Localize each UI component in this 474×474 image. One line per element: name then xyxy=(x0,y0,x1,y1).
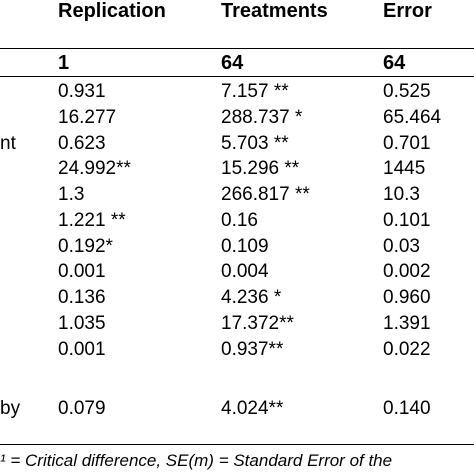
cell-replication: 0.931 xyxy=(58,81,106,102)
cell-replication: 0.001 xyxy=(58,339,106,360)
cell-error: 65.464 xyxy=(383,107,442,128)
cell-treatments: 0.16 xyxy=(221,210,258,231)
cell-error: 0.002 xyxy=(383,261,431,282)
cell-treatments: 0.109 xyxy=(221,236,269,257)
header-treatments: Treatments xyxy=(221,0,328,22)
header-replication: Replication xyxy=(58,0,166,22)
cell-treatments: 288.737 * xyxy=(221,107,303,128)
cell-error: 1445 xyxy=(383,158,426,179)
cell-error: 0.022 xyxy=(383,339,431,360)
df-error: 64 xyxy=(383,52,406,74)
cell-replication: 0.001 xyxy=(58,261,106,282)
df-replication: 1 xyxy=(58,52,70,74)
cell-treatments: 4.236 * xyxy=(221,287,282,308)
cell-treatments: 17.372** xyxy=(221,313,294,334)
cell-error: 0.140 xyxy=(383,398,431,419)
row-label: by xyxy=(0,398,21,419)
cell-error: 0.03 xyxy=(383,236,420,257)
cell-treatments: 7.157 ** xyxy=(221,81,289,102)
cell-replication: 16.277 xyxy=(58,107,117,128)
row-label: nt xyxy=(0,133,16,154)
cell-treatments: 266.817 ** xyxy=(221,184,310,205)
footnote: ¹ = Critical difference, SE(m) = Standar… xyxy=(0,451,393,470)
cell-treatments: 0.004 xyxy=(221,261,269,282)
cell-treatments: 15.296 ** xyxy=(221,158,300,179)
cell-replication: 24.992** xyxy=(58,158,131,179)
cell-treatments: 5.703 ** xyxy=(221,133,289,154)
table-rule-mid xyxy=(0,76,474,77)
cell-error: 0.701 xyxy=(383,133,431,154)
cell-replication: 1.3 xyxy=(58,184,85,205)
table-rule-top xyxy=(0,48,474,49)
cell-replication: 0.136 xyxy=(58,287,106,308)
cell-replication: 0.192* xyxy=(58,236,113,257)
cell-error: 10.3 xyxy=(383,184,420,205)
df-treatments: 64 xyxy=(221,52,244,74)
table-rule-bottom xyxy=(0,444,474,445)
cell-replication: 0.623 xyxy=(58,133,106,154)
cell-replication: 1.035 xyxy=(58,313,106,334)
cell-error: 1.391 xyxy=(383,313,431,334)
cell-replication: 1.221 ** xyxy=(58,210,126,231)
cell-error: 0.101 xyxy=(383,210,431,231)
cell-error: 0.960 xyxy=(383,287,431,308)
cell-treatments: 4.024** xyxy=(221,398,284,419)
cell-replication: 0.079 xyxy=(58,398,106,419)
cell-treatments: 0.937** xyxy=(221,339,284,360)
header-error: Error xyxy=(383,0,432,22)
cell-error: 0.525 xyxy=(383,81,431,102)
